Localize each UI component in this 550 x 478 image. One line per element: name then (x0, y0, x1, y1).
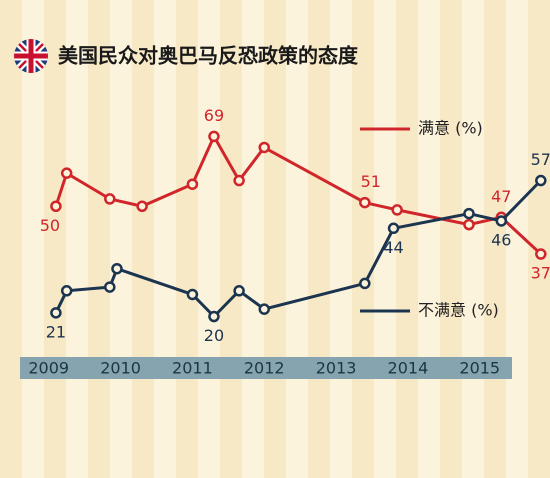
data-point (463, 207, 475, 220)
data-point (186, 178, 199, 190)
data-point (208, 310, 220, 323)
data-point (463, 218, 475, 231)
data-label: 46 (491, 230, 511, 249)
data-label: 47 (491, 187, 511, 206)
data-label: 50 (40, 216, 60, 235)
data-point (111, 262, 123, 275)
data-point (495, 215, 508, 227)
data-point (104, 281, 116, 293)
data-label: 51 (361, 172, 381, 191)
data-point (387, 222, 400, 235)
data-point (535, 174, 547, 187)
uk-flag-icon (14, 39, 48, 73)
data-label: 37 (531, 264, 550, 283)
x-tick-label: 2010 (100, 359, 141, 378)
x-tick-label: 2013 (316, 359, 357, 378)
data-point (208, 130, 220, 143)
x-tick-label: 2011 (172, 359, 213, 378)
data-label: 69 (204, 106, 224, 125)
data-point (136, 200, 148, 212)
data-point (186, 288, 199, 301)
data-point (104, 193, 116, 205)
data-point (359, 277, 371, 290)
x-tick-label: 2014 (388, 359, 429, 378)
data-point (50, 307, 62, 319)
legend-label: 满意 (%) (418, 119, 483, 138)
data-point (60, 167, 73, 179)
legend-label: 不满意 (%) (418, 301, 499, 320)
x-axis-band (20, 357, 512, 379)
x-tick-label: 2015 (459, 359, 500, 378)
data-point (233, 285, 245, 297)
data-point (233, 174, 245, 187)
data-label: 20 (204, 326, 224, 345)
data-label: 57 (531, 150, 550, 169)
series-line (54, 133, 542, 256)
x-tick-label: 2009 (28, 359, 69, 378)
data-point (50, 200, 62, 212)
data-point (60, 285, 73, 297)
data-label: 21 (46, 322, 66, 341)
data-point (258, 303, 270, 315)
data-label: 44 (383, 238, 403, 257)
series-line (54, 179, 542, 319)
data-point (359, 196, 371, 209)
chart-title: 美国民众对奥巴马反恐政策的态度 (58, 44, 359, 68)
data-point (391, 204, 403, 216)
data-point (535, 248, 547, 260)
x-tick-label: 2012 (244, 359, 285, 378)
data-point (258, 141, 270, 154)
